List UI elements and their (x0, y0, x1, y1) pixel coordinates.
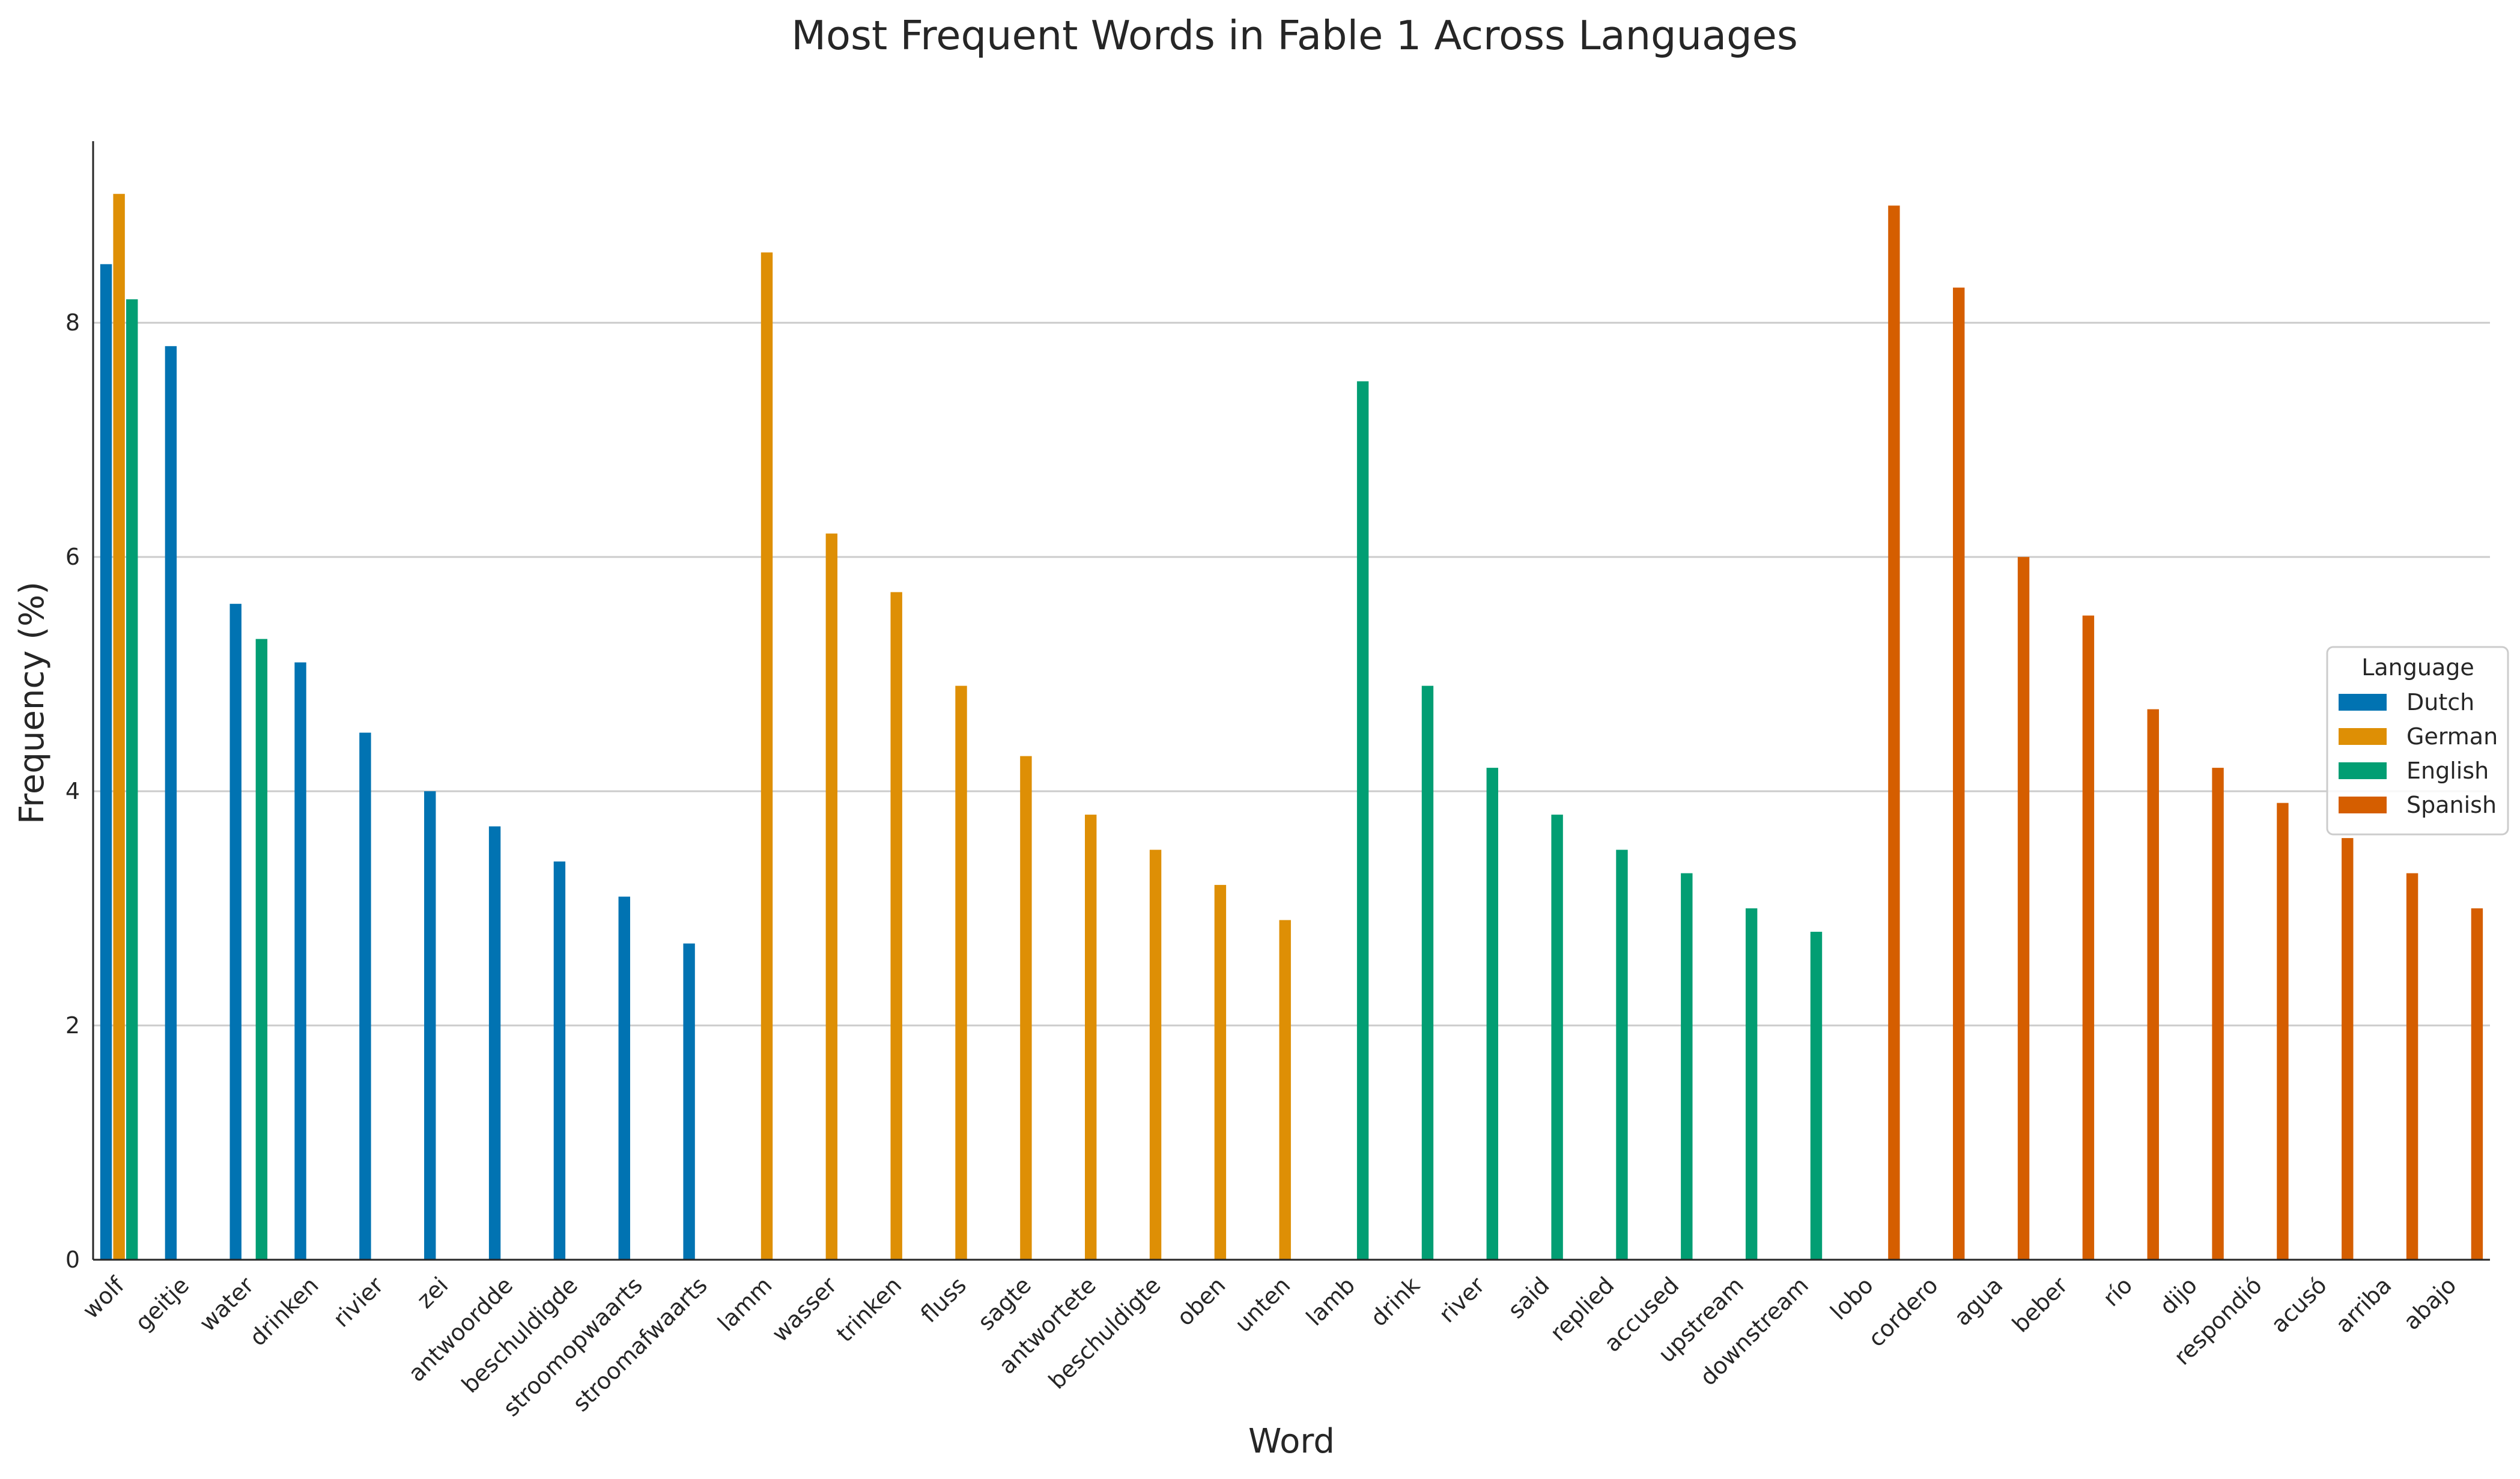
x-tick-label: geitje (130, 1272, 194, 1336)
bar-spanish-río (2147, 709, 2159, 1260)
bar-spanish-agua (2017, 557, 2030, 1260)
legend-title: Language (2361, 654, 2474, 681)
bar-english-upstream (1745, 908, 1758, 1260)
x-tick-label: lobo (1825, 1272, 1878, 1325)
x-tick-label: lamb (1301, 1272, 1360, 1331)
bar-dutch-antwoordde (488, 826, 501, 1260)
bar-english-river (1486, 768, 1499, 1260)
bar-english-drink (1421, 685, 1434, 1260)
bar-spanish-acusó (2342, 838, 2354, 1260)
bar-german-sagte (1020, 756, 1032, 1260)
x-tick-label: lamm (712, 1272, 777, 1336)
bar-dutch-stroomafwaarts (683, 943, 695, 1260)
bar-spanish-beber (2082, 615, 2095, 1260)
bar-german-unten (1279, 920, 1291, 1260)
x-tick-label: oben (1171, 1272, 1230, 1331)
bar-german-lamm (761, 252, 773, 1260)
legend-label-dutch: Dutch (2406, 689, 2474, 715)
bar-english-replied (1616, 849, 1628, 1260)
chart-title: Most Frequent Words in Fable 1 Across La… (791, 12, 1798, 59)
bar-english-accused (1681, 873, 1693, 1260)
x-tick-label: beber (2007, 1272, 2073, 1338)
bar-dutch-wolf (100, 264, 112, 1260)
bar-spanish-respondió (2277, 803, 2289, 1260)
x-tick-label: unten (1230, 1272, 1295, 1337)
axes (92, 141, 2490, 1261)
bar-german-oben (1214, 885, 1227, 1260)
x-tick-label: abajo (2398, 1272, 2461, 1335)
x-tick-label: said (1503, 1272, 1555, 1323)
y-axis-title: Frequency (%) (13, 582, 52, 824)
bar-english-wolf (126, 299, 138, 1260)
x-tick-label: fluss (915, 1272, 971, 1328)
x-tick-label: drinken (244, 1272, 324, 1351)
x-tick-label: sagte (973, 1272, 1036, 1335)
x-tick-label: drink (1365, 1272, 1425, 1331)
x-tick-label: arriba (2330, 1272, 2396, 1338)
bar-dutch-geitje (165, 346, 177, 1260)
bar-english-water (255, 639, 268, 1260)
x-tick-label: river (1434, 1272, 1490, 1328)
bar-dutch-rivier (359, 732, 371, 1260)
x-tick-label: dijo (2155, 1272, 2203, 1320)
legend-label-english: English (2406, 758, 2489, 784)
y-tick-label: 0 (65, 1247, 80, 1273)
legend-swatch-dutch (2339, 694, 2387, 711)
legend-label-spanish: Spanish (2406, 792, 2497, 818)
bar-german-beschuldigte (1149, 849, 1162, 1260)
x-tick-label: río (2098, 1272, 2137, 1311)
x-tick-label: trinken (831, 1272, 906, 1347)
x-tick-label: wolf (77, 1271, 130, 1324)
x-tick-label: beschuldigde (457, 1272, 583, 1398)
gridlines (93, 321, 2490, 1027)
bars (100, 193, 2483, 1260)
y-tick-label: 2 (65, 1012, 80, 1039)
bar-german-trinken (890, 592, 902, 1260)
x-tick-label: agua (1949, 1272, 2008, 1331)
bar-spanish-abajo (2471, 908, 2483, 1260)
bar-english-downstream (1810, 932, 1823, 1260)
legend-swatch-spanish (2339, 797, 2387, 813)
bar-spanish-lobo (1888, 205, 1900, 1260)
legend-label-german: German (2406, 723, 2498, 750)
y-tick-label: 6 (65, 544, 80, 570)
bar-dutch-drinken (294, 662, 306, 1260)
bar-dutch-stroomopwaarts (618, 896, 630, 1260)
y-tick-labels: 0 2 4 6 8 (65, 309, 80, 1273)
bar-german-fluss (955, 685, 967, 1260)
legend: Language Dutch German English Spanish (2326, 646, 2509, 836)
x-tick-label: rivier (328, 1272, 389, 1332)
x-tick-label: zei (411, 1272, 453, 1313)
x-tick-label: wasser (767, 1272, 842, 1347)
bar-spanish-dijo (2212, 768, 2224, 1260)
bar-spanish-arriba (2406, 873, 2418, 1260)
y-tick-label: 8 (65, 309, 80, 336)
legend-swatch-german (2339, 728, 2387, 745)
bar-english-said (1551, 815, 1563, 1260)
legend-swatch-english (2339, 762, 2387, 779)
bar-german-wasser (825, 533, 838, 1260)
x-tick-label: cordero (1863, 1272, 1943, 1352)
x-axis-title: Word (1248, 1422, 1335, 1461)
bar-dutch-water (229, 604, 241, 1260)
bar-dutch-beschuldigde (553, 861, 566, 1260)
bar-spanish-cordero (1953, 287, 1965, 1260)
y-tick-label: 4 (65, 778, 80, 804)
x-tick-label: beschuldigte (1043, 1272, 1166, 1394)
bar-german-wolf (113, 193, 125, 1260)
bar-english-lamb (1356, 381, 1369, 1260)
bar-dutch-zei (424, 791, 436, 1260)
bar-german-antwortete (1084, 815, 1097, 1260)
x-tick-label: acusó (2266, 1272, 2332, 1338)
